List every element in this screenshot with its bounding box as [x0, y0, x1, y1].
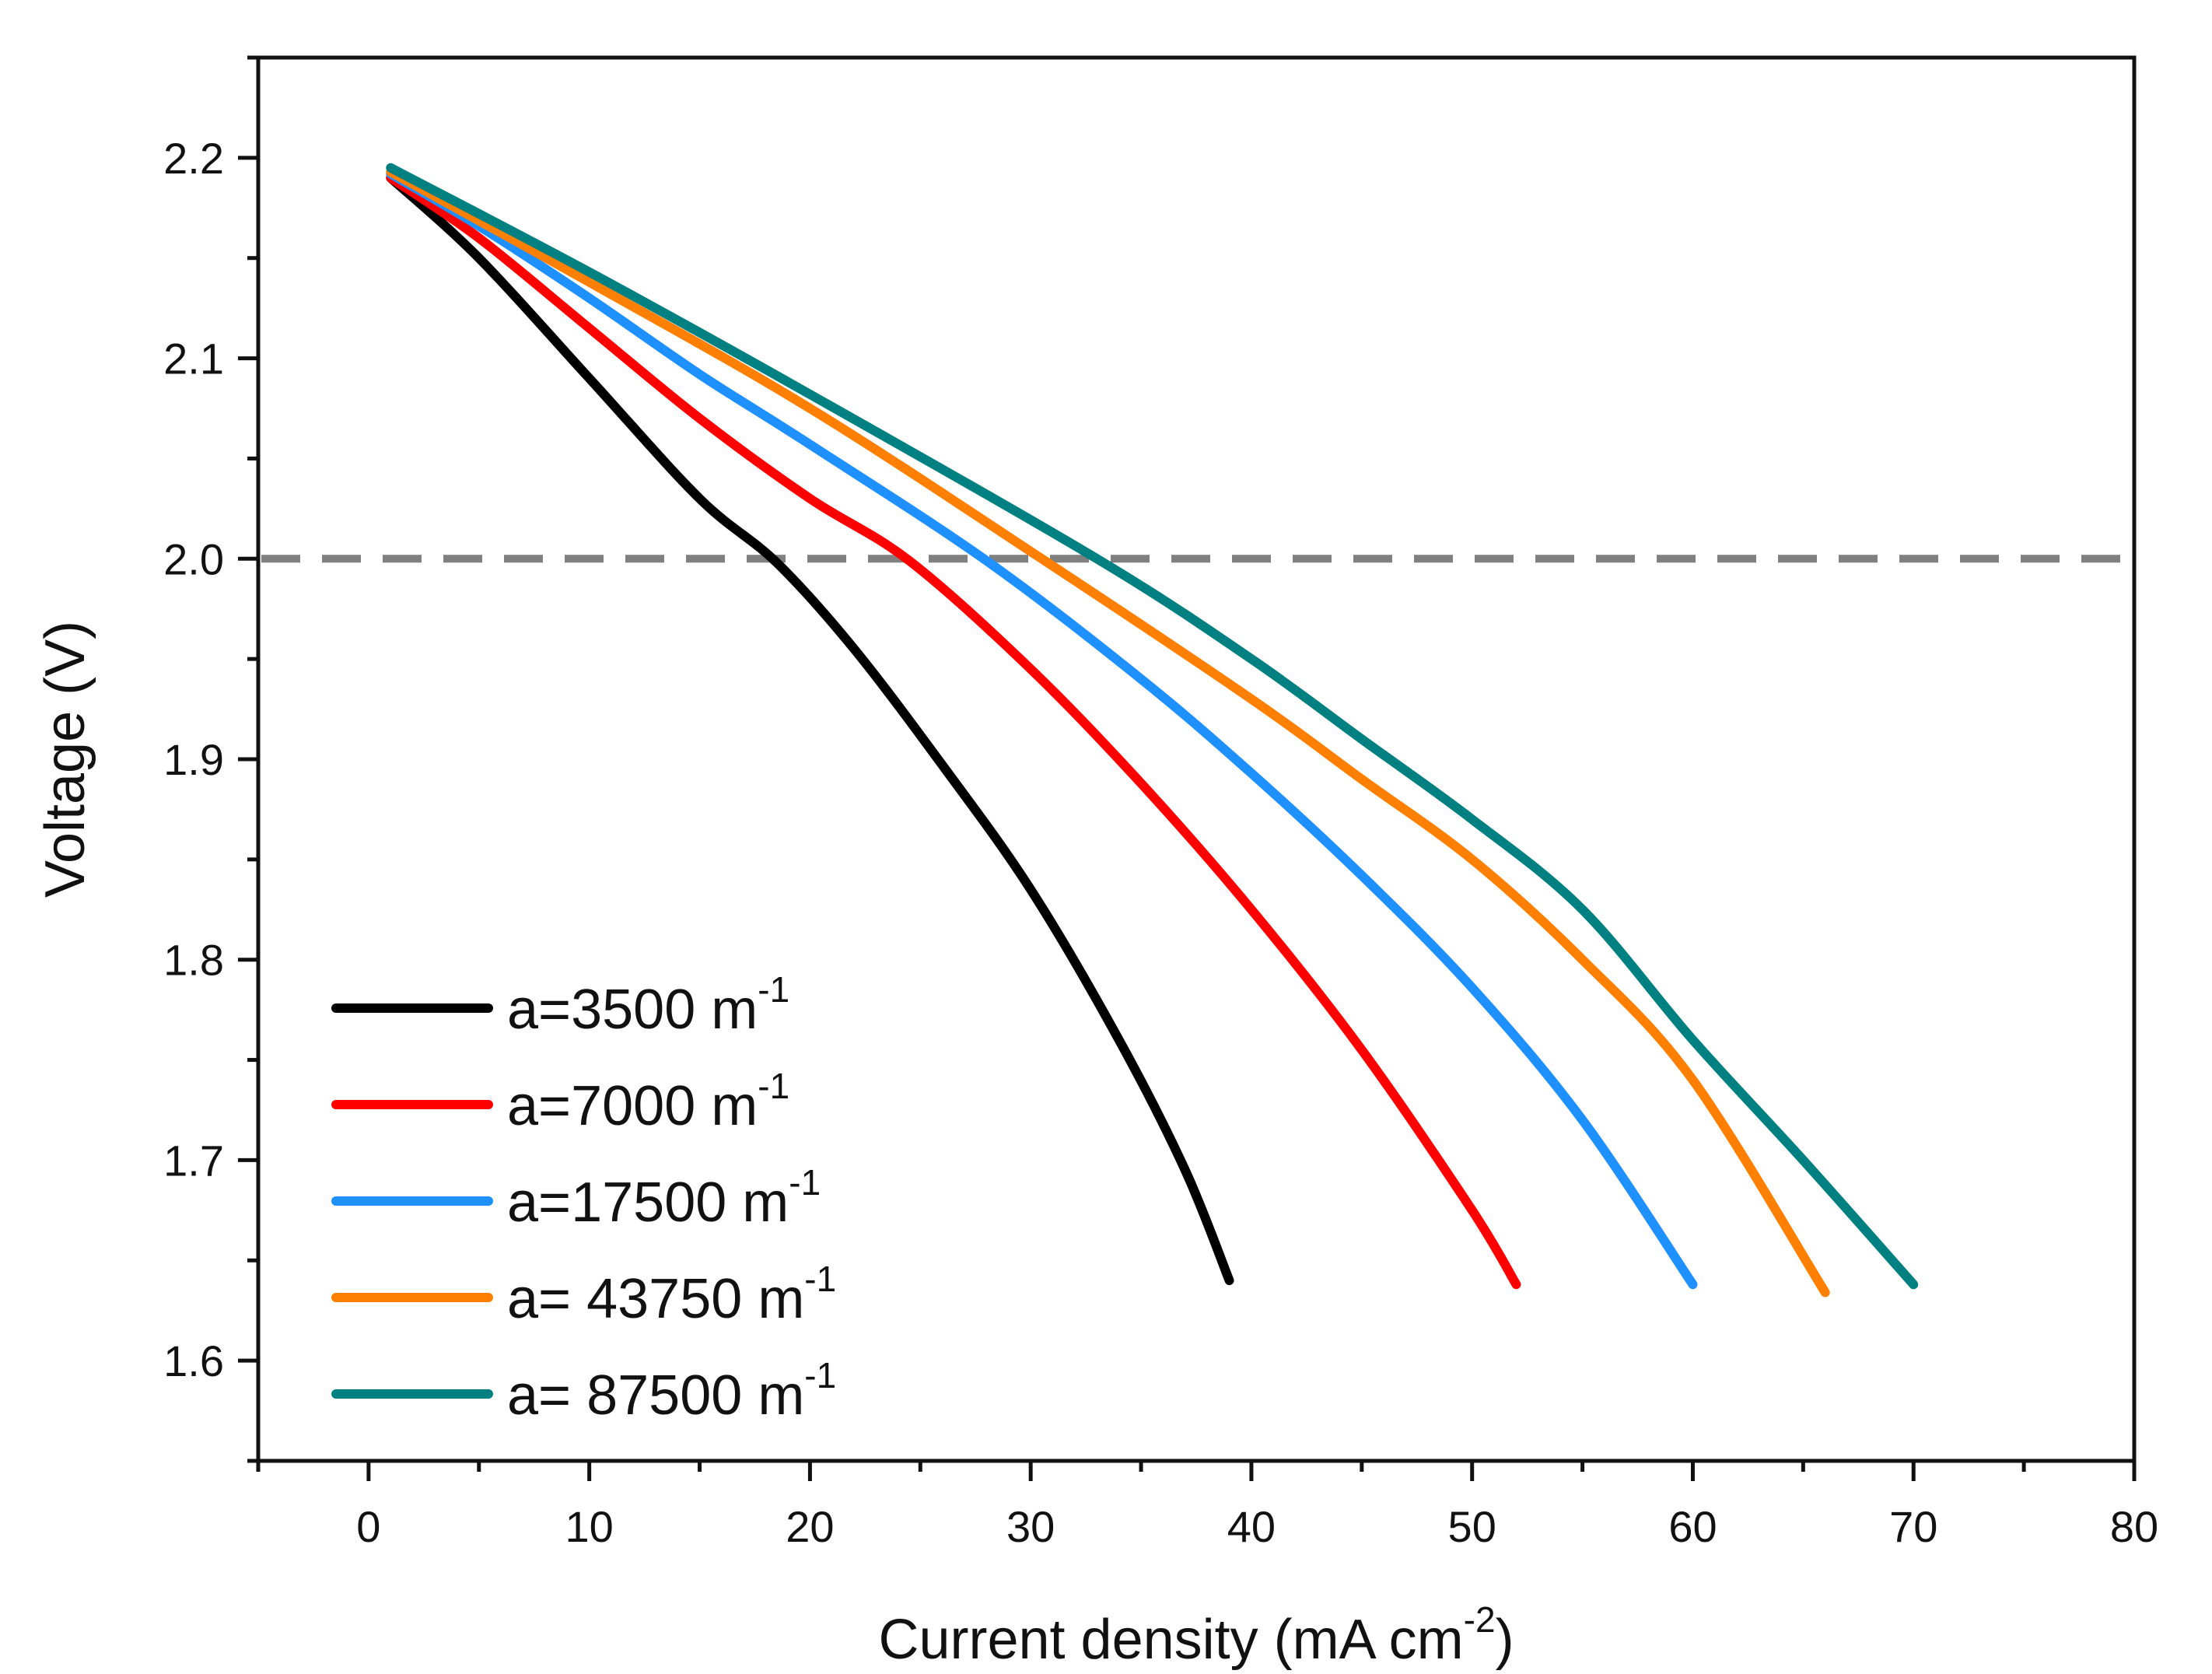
x-axis-title-suffix: )	[1496, 1609, 1514, 1671]
x-tick-label: 30	[1006, 1502, 1055, 1551]
series-line-2	[386, 173, 1521, 1290]
x-tick-label: 70	[1889, 1502, 1937, 1551]
x-tick-label: 50	[1448, 1502, 1496, 1551]
series-line-1	[386, 173, 1234, 1286]
x-tick-label: 0	[356, 1502, 380, 1551]
x-tick-label: 20	[786, 1502, 834, 1551]
legend-label: a= 43750 m-1	[507, 1259, 836, 1330]
x-axis-title-sup: -2	[1464, 1599, 1496, 1640]
legend-label: a=17500 m-1	[507, 1162, 821, 1234]
y-tick-label: 2.1	[163, 334, 224, 383]
legend-label: a= 87500 m-1	[507, 1355, 836, 1427]
legend-label: a=3500 m-1	[507, 969, 789, 1041]
x-tick-label: 40	[1227, 1502, 1276, 1551]
legend: a=3500 m-1 a=7000 m-1 a=17500 m-1 a= 43750 …	[331, 969, 836, 1427]
legend-label: a=7000 m-1	[507, 1066, 789, 1137]
y-tick-label: 1.8	[163, 936, 224, 985]
y-axis-title: Voltage (V)	[34, 621, 96, 898]
x-axis-title-main: Current density (mA cm	[878, 1609, 1463, 1671]
y-tick-label: 1.9	[163, 735, 224, 784]
y-tick-label: 2.2	[163, 134, 224, 183]
y-tick-label: 1.7	[163, 1136, 224, 1185]
y-tick-label: 1.6	[163, 1336, 224, 1385]
y-tick-label: 2.0	[163, 534, 224, 583]
series-line-4	[386, 166, 1830, 1298]
x-tick-label: 10	[565, 1502, 613, 1551]
x-tick-label: 60	[1668, 1502, 1717, 1551]
series-line-5	[386, 163, 1919, 1290]
x-axis-title: Current density (mA cm-2)	[878, 1599, 1514, 1671]
series-line-3	[386, 169, 1698, 1290]
x-tick-label: 80	[2110, 1502, 2158, 1551]
